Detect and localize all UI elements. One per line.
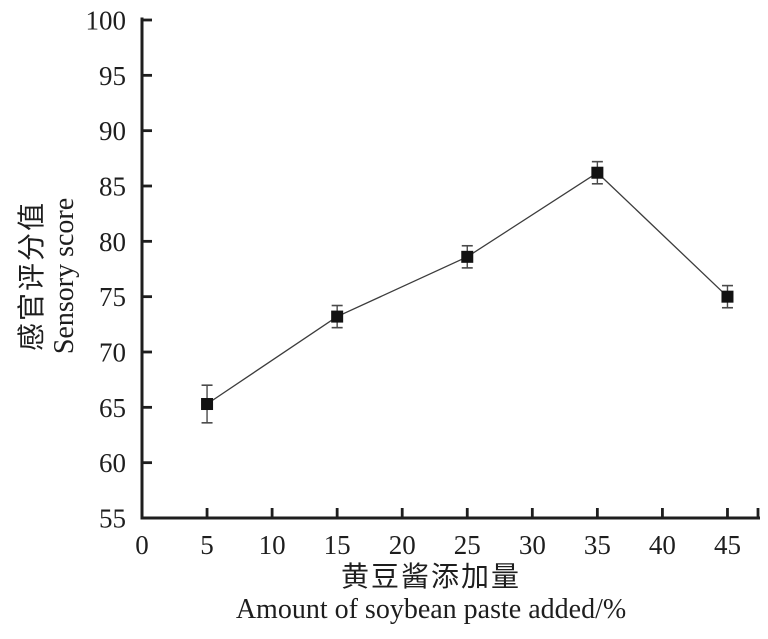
y-tick-label: 85 [99, 172, 126, 202]
x-axis-title: 黄豆酱添加量 Amount of soybean paste added/% [236, 562, 626, 626]
x-tick-label: 45 [714, 530, 741, 560]
x-axis-title-zh: 黄豆酱添加量 [340, 562, 522, 593]
y-tick-label: 100 [86, 6, 127, 36]
y-tick-label: 60 [99, 448, 126, 478]
y-tick-label: 65 [99, 393, 126, 423]
x-tick-label: 25 [454, 530, 481, 560]
axis-lines [140, 17, 760, 520]
y-tick-label: 70 [99, 338, 126, 368]
y-axis-title-en: Sensory score [49, 197, 80, 355]
x-tick-label: 5 [200, 530, 214, 560]
data-line [206, 171, 728, 405]
y-tick-label: 90 [99, 116, 126, 146]
x-tick-label: 35 [584, 530, 611, 560]
data-point-marker [461, 250, 474, 263]
x-tick-label: 30 [519, 530, 546, 560]
data-point-marker [201, 398, 214, 411]
x-tick-label: 15 [324, 530, 351, 560]
x-tick-label: 10 [259, 530, 286, 560]
y-tick-label: 80 [99, 227, 126, 257]
data-point-marker [721, 290, 734, 303]
x-tick-label: 40 [649, 530, 676, 560]
x-axis-title-en: Amount of soybean paste added/% [235, 594, 627, 625]
y-axis-title-zh: 感官评分值 [17, 200, 48, 352]
data-point-marker [331, 310, 344, 323]
x-tick-label: 20 [389, 530, 416, 560]
y-tick-label: 95 [99, 61, 126, 91]
y-axis-title: 感官评分值 Sensory score [17, 198, 81, 354]
y-tick-label: 55 [99, 504, 126, 534]
x-tick-label: 0 [135, 530, 149, 560]
data-point-marker [591, 166, 604, 179]
y-tick-label: 75 [99, 282, 126, 312]
